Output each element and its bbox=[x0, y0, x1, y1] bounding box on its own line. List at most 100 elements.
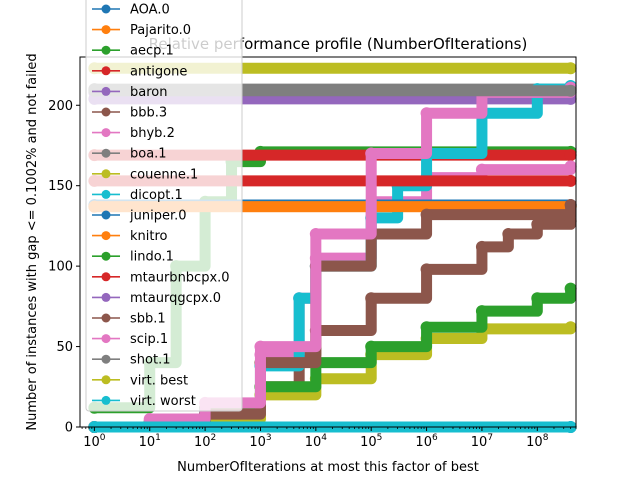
data-point bbox=[365, 292, 378, 305]
legend-item: AOA.0 bbox=[92, 3, 170, 18]
legend-label: bbb.3 bbox=[130, 106, 167, 121]
legend-item: couenne.1 bbox=[92, 167, 198, 182]
data-point bbox=[564, 62, 577, 75]
legend-item: antigone bbox=[92, 64, 187, 79]
legend-item: lindo.1 bbox=[92, 250, 174, 265]
legend-label: dicopt.1 bbox=[130, 188, 183, 203]
plot-frame bbox=[79, 56, 577, 428]
data-point bbox=[564, 199, 577, 211]
legend-marker bbox=[101, 66, 111, 76]
x-tick-label: 106 bbox=[415, 433, 438, 450]
legend-item: boa.1 bbox=[92, 147, 167, 162]
y-axis-ticks: 0 50 100 150 200 bbox=[48, 99, 80, 436]
legend-label: mtaurbnbcpx.0 bbox=[130, 270, 230, 285]
legend-item: baron bbox=[92, 85, 167, 100]
legend-marker bbox=[101, 25, 111, 35]
legend-item: bhyb.2 bbox=[92, 126, 175, 141]
legend-label: bhyb.2 bbox=[130, 126, 175, 141]
legend-marker bbox=[101, 148, 111, 158]
legend-label: lindo.1 bbox=[130, 250, 174, 265]
data-point bbox=[254, 340, 267, 353]
data-point bbox=[475, 305, 488, 318]
legend-label: virt. best bbox=[130, 373, 188, 388]
legend-marker bbox=[101, 292, 111, 302]
legend-label: virt. worst bbox=[130, 394, 196, 409]
data-point bbox=[420, 208, 433, 221]
data-point bbox=[475, 163, 488, 176]
x-tick-label: 102 bbox=[194, 433, 216, 450]
data-point bbox=[420, 107, 433, 120]
legend-item: knitro bbox=[92, 229, 168, 244]
data-point bbox=[531, 292, 544, 305]
legend-item: virt. worst bbox=[92, 394, 196, 409]
legend-label: knitro bbox=[130, 229, 168, 244]
legend-item: scip.1 bbox=[92, 332, 168, 347]
data-point bbox=[365, 147, 378, 160]
x-tick-label: 101 bbox=[139, 433, 161, 450]
x-tick-exponent: 7 bbox=[487, 433, 493, 443]
data-point bbox=[564, 174, 577, 187]
data-point bbox=[365, 340, 378, 353]
x-tick-label: 100 bbox=[83, 433, 106, 450]
data-point bbox=[564, 282, 577, 295]
legend-item: mtaurbnbcpx.0 bbox=[92, 270, 230, 285]
legend-marker bbox=[101, 128, 111, 138]
data-point bbox=[309, 227, 322, 240]
legend-marker bbox=[101, 4, 111, 14]
x-axis-label: NumberOfIterations at most this factor o… bbox=[177, 460, 479, 475]
x-tick-exponent: 0 bbox=[100, 433, 106, 443]
legend-marker bbox=[101, 86, 111, 96]
legend-item: juniper.0 bbox=[92, 209, 187, 224]
data-point bbox=[420, 263, 433, 276]
y-axis-label: Number of instances with gap <= 0.1002% … bbox=[25, 53, 40, 430]
legend-marker bbox=[101, 375, 111, 385]
legend-label: AOA.0 bbox=[130, 3, 170, 18]
legend-marker bbox=[101, 210, 111, 220]
x-tick-exponent: 6 bbox=[432, 433, 438, 443]
x-tick-label: 107 bbox=[471, 433, 493, 450]
legend-label: juniper.0 bbox=[129, 209, 187, 224]
legend-marker bbox=[101, 334, 111, 344]
legend-marker bbox=[101, 107, 111, 117]
data-point bbox=[475, 240, 488, 253]
x-tick-exponent: 8 bbox=[543, 433, 549, 443]
legend-label: Pajarito.0 bbox=[130, 23, 191, 38]
legend-label: scip.1 bbox=[130, 332, 168, 347]
x-tick-exponent: 4 bbox=[321, 433, 327, 443]
legend-item: shot.1 bbox=[92, 353, 170, 368]
x-tick-exponent: 1 bbox=[155, 433, 161, 443]
legend-label: sbb.1 bbox=[130, 312, 166, 327]
legend-item: bbb.3 bbox=[92, 106, 167, 121]
data-point bbox=[564, 84, 577, 97]
legend-item: sbb.1 bbox=[92, 312, 166, 327]
legend-marker bbox=[101, 169, 111, 179]
legend-marker bbox=[101, 251, 111, 261]
legend-marker bbox=[101, 395, 111, 405]
legend-label: baron bbox=[130, 85, 167, 100]
legend-marker bbox=[101, 354, 111, 364]
axes-layer bbox=[79, 56, 577, 428]
legend-label: couenne.1 bbox=[130, 167, 198, 182]
x-tick-label: 103 bbox=[249, 433, 271, 450]
legend-item: Pajarito.0 bbox=[92, 23, 191, 38]
legend-marker bbox=[101, 313, 111, 323]
legend-marker bbox=[101, 189, 111, 199]
series-layer bbox=[88, 62, 577, 433]
data-point bbox=[502, 227, 515, 240]
x-tick-label: 105 bbox=[360, 433, 382, 450]
legend-label: shot.1 bbox=[130, 353, 170, 368]
legend-label: mtaurqgcpx.0 bbox=[130, 291, 221, 306]
data-point bbox=[420, 321, 433, 334]
data-point bbox=[564, 149, 577, 162]
x-tick-exponent: 3 bbox=[266, 433, 272, 443]
y-tick-label: 200 bbox=[48, 99, 73, 114]
chart-title: Relative performance profile (NumberOfIt… bbox=[149, 35, 528, 53]
x-tick-label: 104 bbox=[305, 433, 328, 450]
legend-label: boa.1 bbox=[130, 147, 167, 162]
legend-label: antigone bbox=[130, 64, 187, 79]
y-tick-label: 50 bbox=[56, 340, 73, 355]
legend-marker bbox=[101, 272, 111, 282]
data-point bbox=[564, 321, 577, 334]
legend-label: aecp.1 bbox=[130, 44, 174, 59]
